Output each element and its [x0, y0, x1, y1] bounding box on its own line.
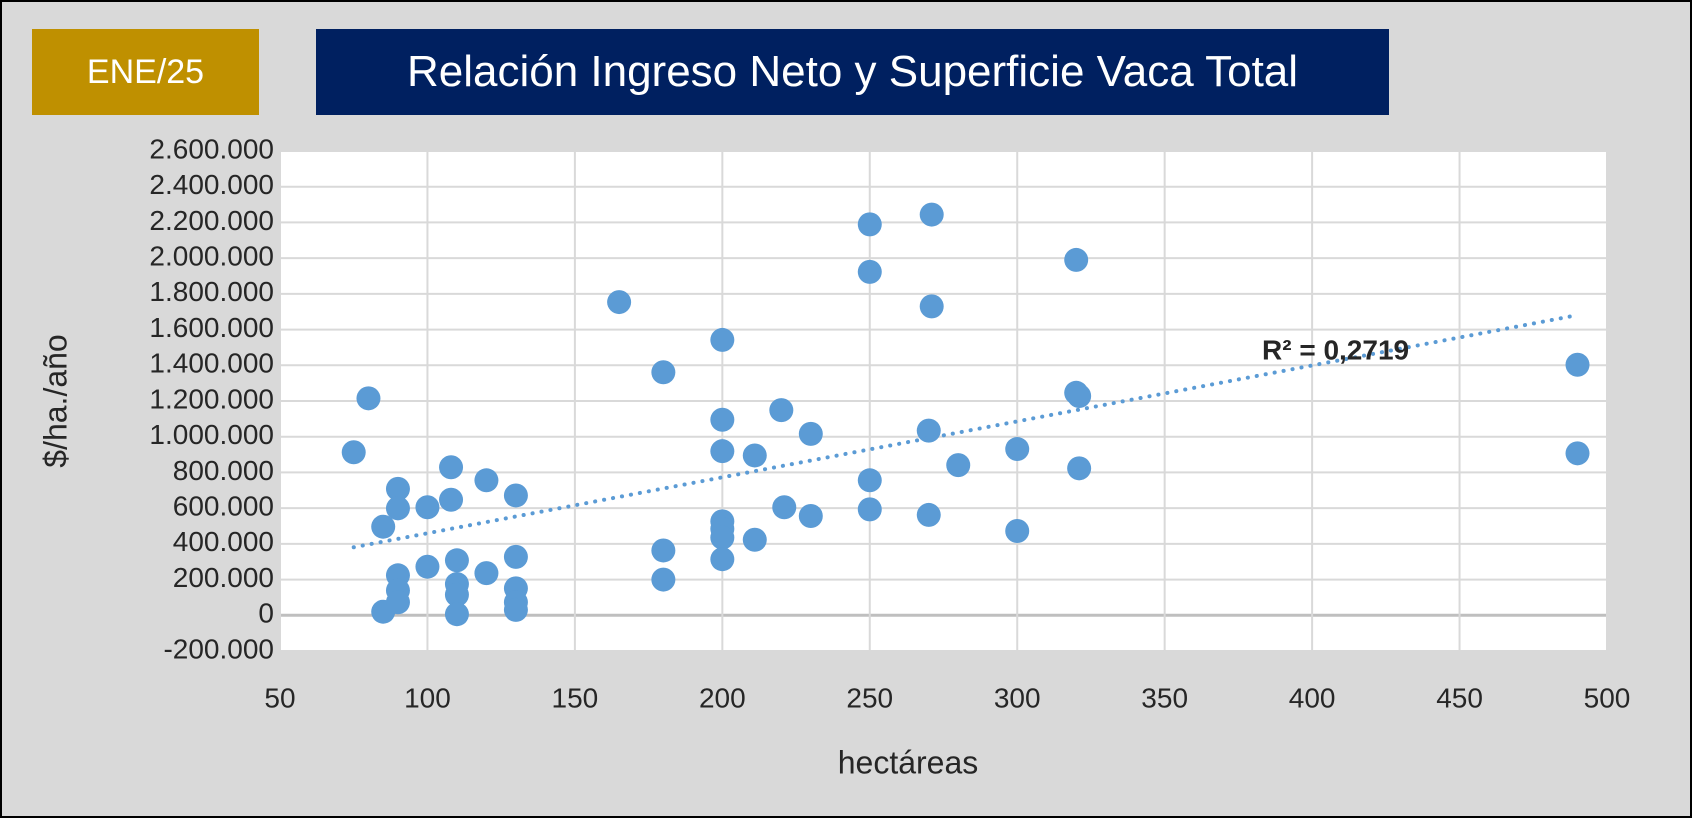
point — [651, 538, 676, 563]
point — [503, 597, 528, 622]
point — [919, 294, 944, 319]
point — [710, 327, 735, 352]
chart-title: Relación Ingreso Neto y Superficie Vaca … — [316, 29, 1389, 115]
y-tick-label: 600.000 — [173, 491, 274, 522]
point — [503, 483, 528, 508]
x-tick-label: 100 — [404, 682, 451, 713]
point — [371, 514, 396, 539]
point — [946, 453, 971, 478]
point — [503, 544, 528, 569]
point — [341, 440, 366, 465]
x-axis-label: hectáreas — [838, 744, 979, 780]
point — [1005, 519, 1030, 543]
point — [439, 455, 464, 480]
y-tick-label: 2.200.000 — [149, 205, 274, 236]
point — [710, 525, 735, 550]
point — [772, 495, 797, 520]
x-tick-label: 350 — [1141, 682, 1188, 713]
point — [798, 504, 823, 528]
point — [1565, 352, 1590, 377]
x-tick-label: 500 — [1584, 682, 1631, 713]
point — [444, 582, 469, 607]
point — [710, 547, 735, 572]
y-tick-label: 1.800.000 — [149, 276, 274, 307]
point — [916, 418, 941, 443]
y-tick-label: 400.000 — [173, 526, 274, 557]
x-tick-label: 450 — [1436, 682, 1483, 713]
point — [857, 468, 882, 493]
point — [1064, 247, 1089, 272]
y-tick-label: 1.200.000 — [149, 383, 274, 414]
y-tick-label: 2.600.000 — [149, 133, 274, 164]
point — [439, 487, 464, 512]
point — [356, 386, 381, 411]
point — [1067, 456, 1092, 481]
x-tick-label: 300 — [994, 682, 1041, 713]
point — [769, 398, 794, 423]
y-axis-label: $/ha./año — [37, 334, 73, 467]
trendline-annotation: R² = 0,2719 — [1262, 334, 1409, 365]
point — [1067, 384, 1092, 408]
trendline — [351, 313, 1580, 550]
point — [742, 443, 767, 468]
y-tick-label: 1.600.000 — [149, 312, 274, 343]
point — [919, 202, 944, 227]
y-tick-label: 2.400.000 — [149, 169, 274, 200]
point — [916, 502, 941, 527]
y-tick-label: 1.000.000 — [149, 419, 274, 450]
point — [857, 212, 882, 237]
x-tick-label: 150 — [552, 682, 599, 713]
point — [474, 468, 499, 493]
y-tick-label: 2.000.000 — [149, 241, 274, 272]
point — [385, 590, 410, 615]
point — [710, 439, 735, 464]
point — [385, 476, 410, 501]
point — [742, 527, 767, 552]
point — [415, 554, 440, 579]
y-tick-label: 1.400.000 — [149, 348, 274, 379]
point — [798, 421, 823, 446]
y-tick-label: 200.000 — [173, 562, 274, 593]
point — [651, 567, 676, 592]
period-badge: ENE/25 — [32, 29, 259, 115]
x-tick-label: 50 — [264, 682, 295, 713]
point — [415, 495, 440, 520]
point — [710, 407, 735, 432]
y-tick-label: -200.000 — [163, 633, 274, 664]
point — [1005, 437, 1030, 462]
point — [651, 360, 676, 385]
point — [857, 497, 882, 522]
point — [385, 496, 410, 521]
point — [444, 548, 469, 573]
point — [444, 602, 469, 627]
x-tick-label: 250 — [846, 682, 893, 713]
point — [1565, 441, 1590, 466]
y-tick-label: 800.000 — [173, 455, 274, 486]
point — [857, 259, 882, 284]
point — [474, 561, 499, 586]
y-tick-label: 0 — [258, 598, 274, 629]
point — [607, 290, 632, 315]
x-tick-label: 400 — [1289, 682, 1336, 713]
x-tick-label: 200 — [699, 682, 746, 713]
